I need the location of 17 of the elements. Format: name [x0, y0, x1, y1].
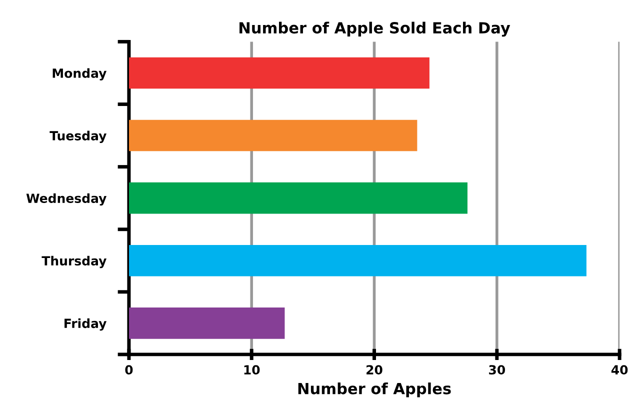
bar [128, 244, 586, 276]
y-tick-label: Friday [64, 318, 106, 331]
bar [128, 182, 468, 214]
y-tick-label: Monday [52, 68, 106, 80]
chart-title: Number of Apple Sold Each Day [240, 22, 510, 37]
y-tick-label: Tuesday [50, 130, 106, 143]
x-tick-label: 40 [611, 365, 628, 375]
x-tick-label: 10 [244, 365, 260, 375]
y-tick-label: Wednesday [26, 193, 106, 206]
x-tick-label: 20 [366, 365, 382, 375]
x-tick-label: 30 [489, 365, 506, 375]
bar [128, 57, 430, 89]
y-tick-label: Thursday [42, 256, 106, 268]
x-tick-label: 0 [125, 365, 133, 375]
x-axis-title: Number of Apples [298, 382, 451, 398]
bar [128, 308, 285, 339]
bar [128, 120, 418, 152]
